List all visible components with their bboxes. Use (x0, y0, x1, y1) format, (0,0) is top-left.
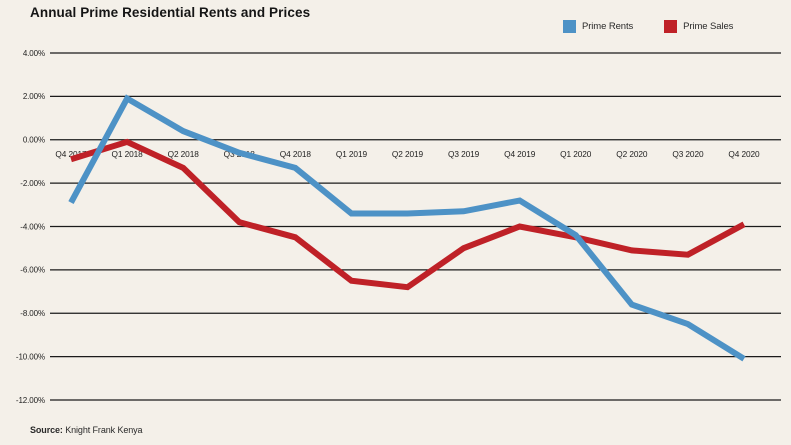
y-tick-label: -8.00% (20, 309, 45, 318)
y-tick-label: -6.00% (20, 266, 45, 275)
source-text: Knight Frank Kenya (62, 425, 143, 435)
y-tick-label: -4.00% (20, 222, 45, 231)
legend: Prime Rents Prime Sales (563, 20, 733, 33)
prime-rents-label: Prime Rents (582, 21, 634, 32)
x-tick-label: Q2 2018 (168, 149, 200, 159)
y-tick-label: 2.00% (23, 92, 45, 101)
prime-rents-swatch-icon (563, 20, 576, 33)
x-tick-label: Q4 2017 (55, 149, 87, 159)
x-tick-label: Q2 2020 (616, 149, 648, 159)
legend-item-prime-rents: Prime Rents (563, 20, 633, 33)
x-tick-label: Q4 2020 (728, 149, 760, 159)
legend-item-prime-sales: Prime Sales (664, 20, 733, 33)
prime-sales-swatch-icon (664, 20, 678, 33)
prime-rents-line (68, 94, 746, 362)
x-tick-label: Q4 2019 (504, 149, 536, 159)
x-tick-label: Q2 2019 (392, 149, 424, 159)
chart-title: Annual Prime Residential Rents and Price… (30, 5, 311, 20)
source-label: Source: (30, 425, 63, 435)
x-tick-label: Q3 2019 (448, 149, 480, 159)
x-tick-label: Q1 2019 (336, 149, 368, 159)
y-tick-label: 0.00% (23, 136, 45, 145)
x-tick-label: Q4 2018 (280, 149, 312, 159)
prime-sales-line (70, 138, 746, 291)
y-tick-label: -10.00% (16, 352, 45, 361)
y-tick-label: -12.00% (16, 396, 45, 405)
x-tick-label: Q1 2018 (112, 149, 144, 159)
x-tick-label: Q3 2020 (672, 149, 704, 159)
y-tick-label: -2.00% (20, 179, 45, 188)
prime-sales-label: Prime Sales (683, 21, 734, 32)
source-note: Source: Knight Frank Kenya (30, 425, 143, 435)
y-tick-label: 4.00% (23, 49, 45, 58)
x-tick-label: Q1 2020 (560, 149, 592, 159)
